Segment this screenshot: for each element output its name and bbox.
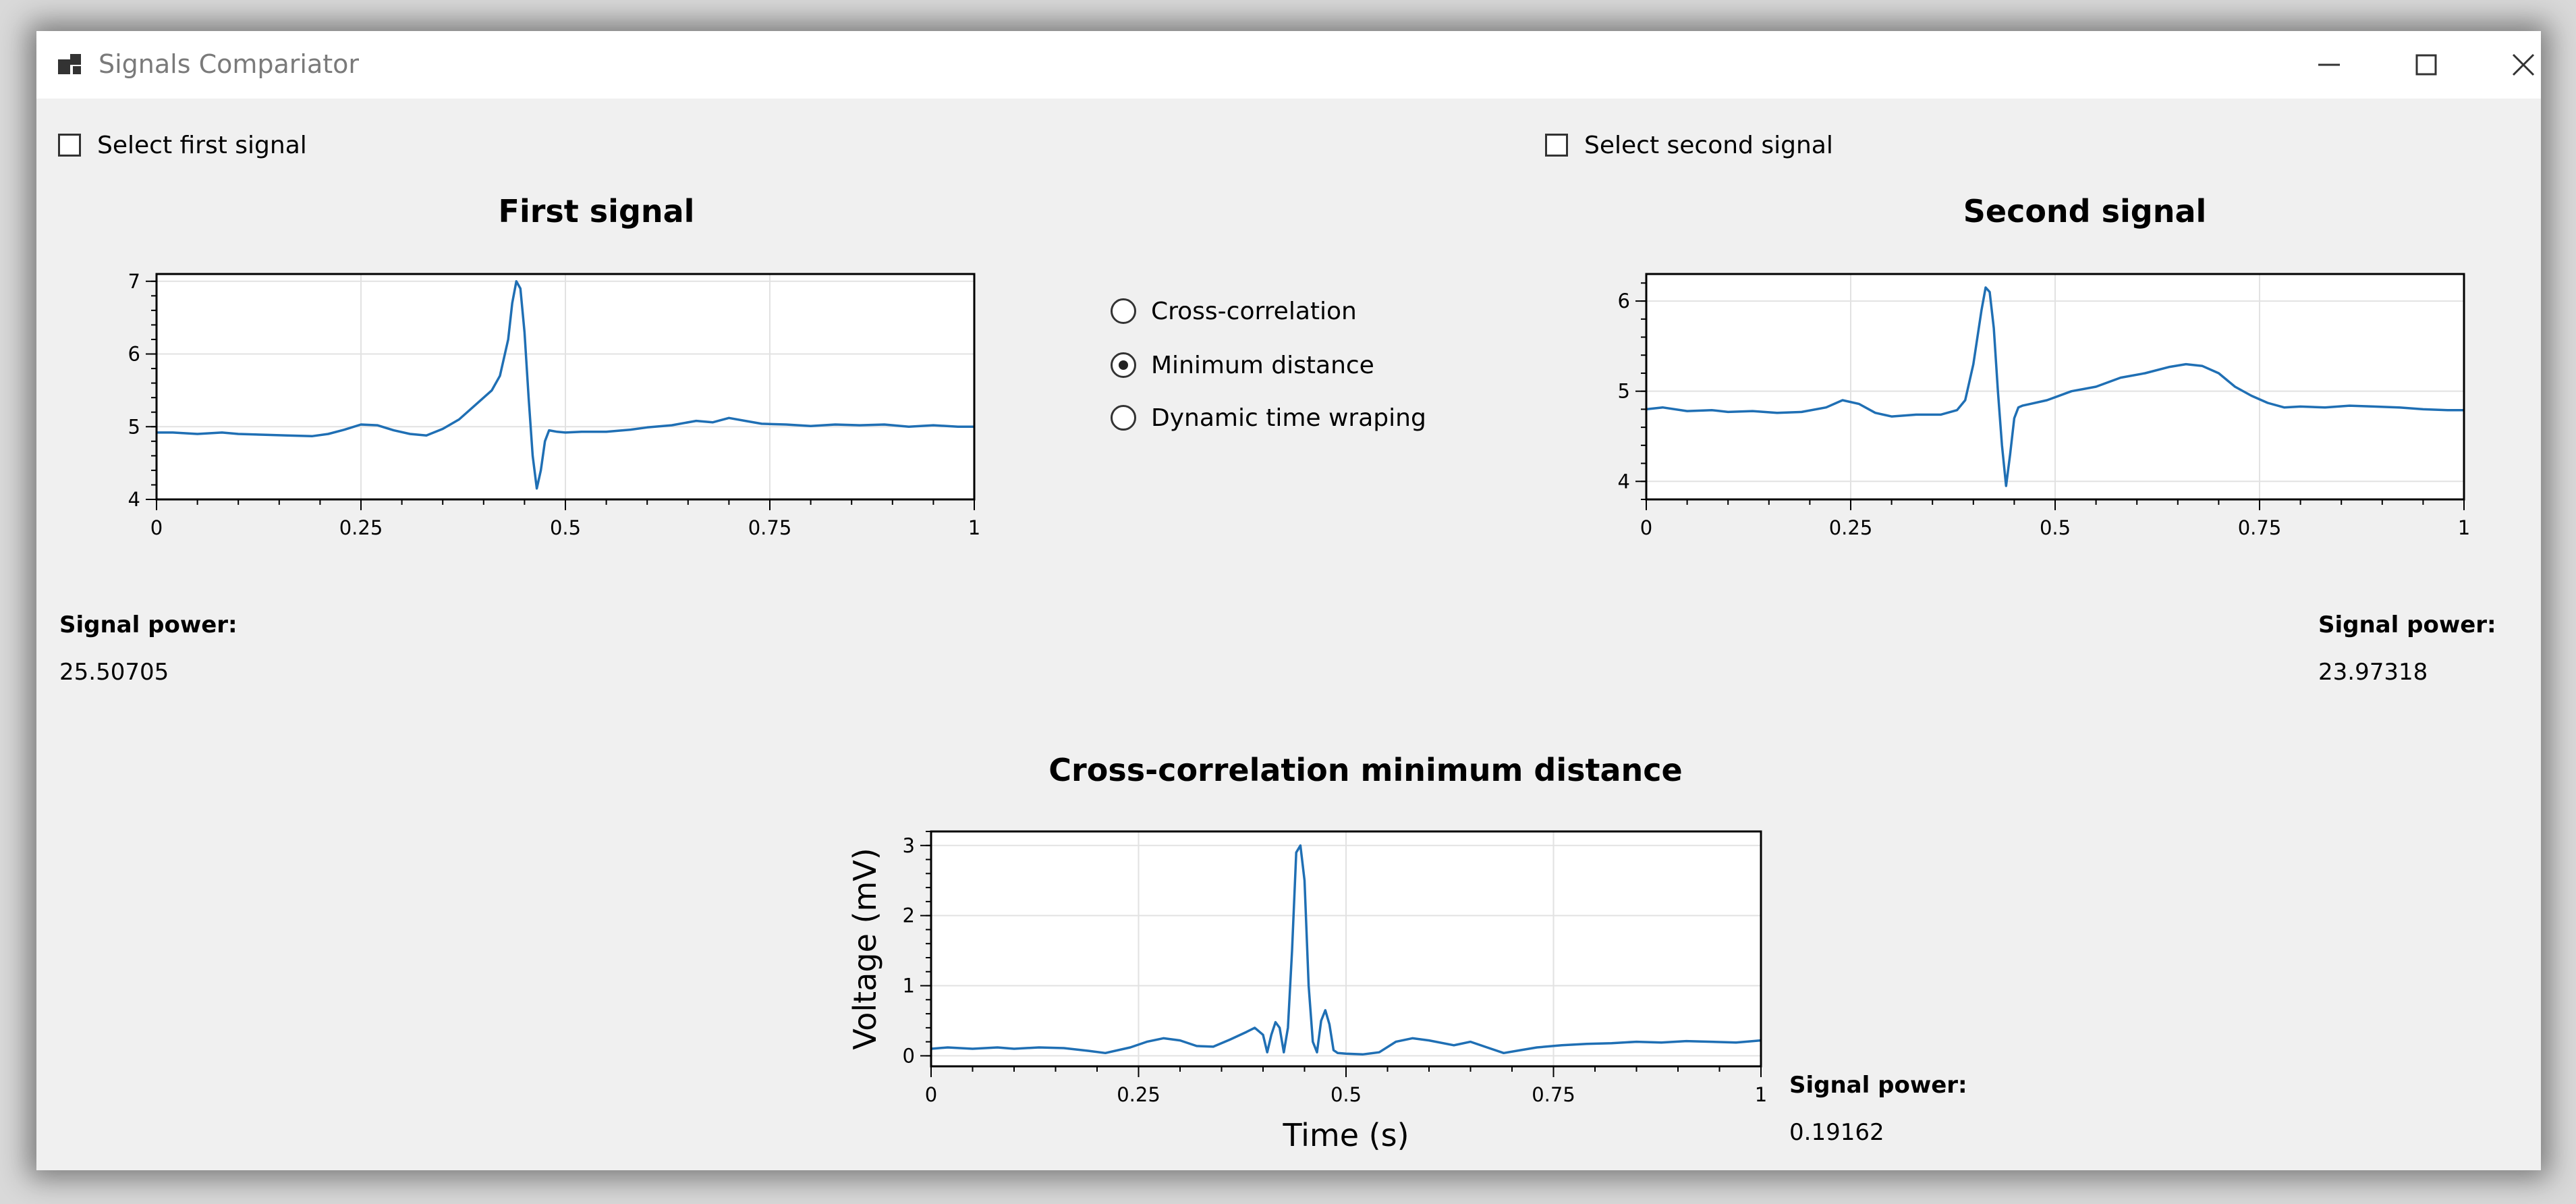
minimize-icon bbox=[2318, 63, 2340, 66]
radio-minimum-distance-label[interactable]: Minimum distance bbox=[1151, 352, 1374, 379]
result-plot-title: Cross-correlation minimum distance bbox=[1048, 752, 1683, 788]
plot-frame bbox=[155, 273, 976, 501]
x-tick-label: 0 bbox=[925, 1083, 937, 1106]
x-tick-label: 0 bbox=[1640, 516, 1652, 539]
main-window: Signals Compariator Select first signal … bbox=[36, 31, 2541, 1170]
radio-cross-correlation-label[interactable]: Cross-correlation bbox=[1151, 298, 1357, 325]
x-tick-label: 0.75 bbox=[2238, 516, 2282, 539]
radio-circle[interactable] bbox=[1111, 298, 1136, 324]
second-signal-plot[interactable]: 0 0.25 0.5 0.75 1 4 5 6 bbox=[1521, 234, 2541, 544]
y-tick-label: 2 bbox=[903, 904, 915, 927]
x-tick-label: 0.25 bbox=[1117, 1083, 1160, 1106]
radio-dynamic-time-wraping-label[interactable]: Dynamic time wraping bbox=[1151, 404, 1426, 432]
x-tick-label: 1 bbox=[968, 516, 980, 539]
x-tick-label: 0.75 bbox=[1532, 1083, 1575, 1106]
result-signal-power-label: Signal power: bbox=[1789, 1072, 1967, 1099]
radio-circle[interactable] bbox=[1111, 405, 1136, 431]
radio-circle-selected[interactable] bbox=[1111, 352, 1136, 378]
y-tick-label: 4 bbox=[128, 488, 140, 511]
result-signal-power-value: 0.19162 bbox=[1789, 1119, 1884, 1146]
x-tick-label: 1 bbox=[1755, 1083, 1767, 1106]
x-axis-title: Time (s) bbox=[1282, 1117, 1409, 1153]
y-tick-label: 1 bbox=[903, 975, 915, 997]
close-button[interactable] bbox=[2476, 31, 2541, 99]
y-axis-title: Voltage (mV) bbox=[847, 848, 883, 1049]
signal-line bbox=[1646, 286, 2464, 487]
select-second-signal-label[interactable]: Select second signal bbox=[1584, 132, 1833, 159]
y-tick-label: 5 bbox=[1618, 380, 1630, 403]
second-signal-power-label: Signal power: bbox=[2318, 611, 2496, 638]
y-tick-label: 7 bbox=[128, 270, 140, 293]
app-window-icon bbox=[58, 54, 81, 74]
title-bar[interactable]: Signals Compariator bbox=[36, 31, 2541, 99]
second-signal-power-value: 23.97318 bbox=[2318, 659, 2428, 686]
close-icon bbox=[2512, 53, 2535, 76]
x-tick-label: 0.25 bbox=[1829, 516, 1873, 539]
first-signal-power-label: Signal power: bbox=[59, 611, 237, 638]
y-tick-label: 6 bbox=[128, 343, 140, 366]
maximize-button[interactable] bbox=[2379, 31, 2473, 99]
x-tick-label: 0.25 bbox=[339, 516, 383, 539]
radio-selected-dot bbox=[1119, 360, 1128, 370]
y-tick-label: 5 bbox=[128, 415, 140, 438]
x-tick-label: 0.5 bbox=[1331, 1083, 1362, 1106]
x-tick-label: 0 bbox=[150, 516, 163, 539]
select-first-signal-label[interactable]: Select first signal bbox=[97, 132, 307, 159]
maximize-icon bbox=[2415, 54, 2437, 76]
first-signal-title: First signal bbox=[498, 193, 695, 229]
signal-line bbox=[157, 280, 974, 490]
y-tick-label: 4 bbox=[1618, 470, 1630, 493]
y-tick-label: 3 bbox=[903, 834, 915, 857]
y-tick-label: 0 bbox=[903, 1044, 915, 1067]
signal-line bbox=[930, 844, 1762, 1056]
minimize-button[interactable] bbox=[2282, 31, 2376, 99]
checkbox-box[interactable] bbox=[58, 134, 81, 157]
plot-frame bbox=[1645, 273, 2465, 501]
plot-frame bbox=[930, 830, 1762, 1068]
x-tick-label: 0.5 bbox=[550, 516, 581, 539]
window-title: Signals Compariator bbox=[99, 49, 360, 79]
x-tick-label: 1 bbox=[2458, 516, 2470, 539]
first-signal-plot[interactable]: 0 0.25 0.5 0.75 1 4 5 6 7 bbox=[36, 234, 1062, 544]
x-tick-label: 0.5 bbox=[2040, 516, 2071, 539]
first-signal-power-value: 25.50705 bbox=[59, 659, 169, 686]
y-tick-label: 6 bbox=[1618, 290, 1630, 312]
checkbox-box[interactable] bbox=[1545, 134, 1568, 157]
x-tick-label: 0.75 bbox=[748, 516, 792, 539]
result-plot[interactable]: 0 0.25 0.5 0.75 1 0 1 2 3 Time (s) Voltage (mV) bbox=[799, 794, 1811, 1158]
second-signal-title: Second signal bbox=[1963, 193, 2207, 229]
